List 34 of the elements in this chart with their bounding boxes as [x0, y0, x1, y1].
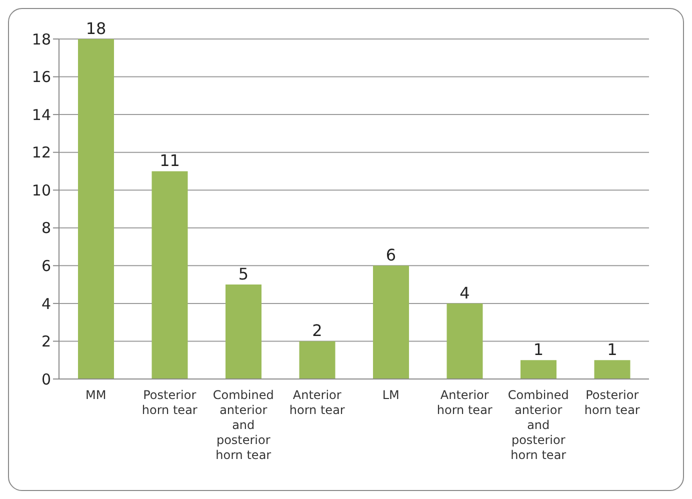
bar [594, 360, 630, 379]
bar [299, 341, 336, 379]
bar [373, 266, 409, 379]
x-tick-label: Posterior horn tear [142, 388, 198, 417]
x-tick-label: Combined anterior and posterior horn tear [508, 388, 569, 462]
y-tick-label: 16 [32, 68, 51, 86]
bar [446, 303, 483, 379]
y-tick-label: 10 [32, 181, 51, 200]
x-tick-label: Anterior horn tear [436, 388, 492, 417]
y-tick-label: 2 [41, 332, 51, 351]
data-label: 1 [607, 340, 618, 360]
bar [152, 171, 188, 379]
x-tick-label: LM [382, 388, 400, 402]
bar [520, 360, 556, 379]
y-tick-label: 14 [32, 106, 51, 124]
y-tick-label: 4 [41, 294, 51, 313]
data-label: 1 [533, 340, 544, 360]
y-tick-label: 8 [41, 219, 51, 238]
data-label: 6 [386, 246, 396, 265]
bar [226, 284, 262, 379]
data-label: 5 [238, 264, 249, 284]
x-tick-label: MM [86, 388, 106, 402]
data-label: 4 [460, 283, 470, 302]
x-tick-label: Combined anterior and posterior horn tear [212, 388, 274, 462]
y-tick-label: 12 [32, 144, 51, 162]
x-tick-label: Anterior horn tear [289, 388, 345, 417]
y-tick-label: 18 [32, 30, 51, 48]
y-tick-label: 0 [41, 370, 51, 388]
y-tick-label: 6 [41, 256, 51, 275]
data-label: 11 [160, 151, 180, 170]
data-label: 2 [312, 321, 322, 340]
data-label: 18 [86, 19, 106, 38]
bar [78, 39, 114, 379]
x-tick-label: Posterior horn tear [584, 388, 640, 417]
